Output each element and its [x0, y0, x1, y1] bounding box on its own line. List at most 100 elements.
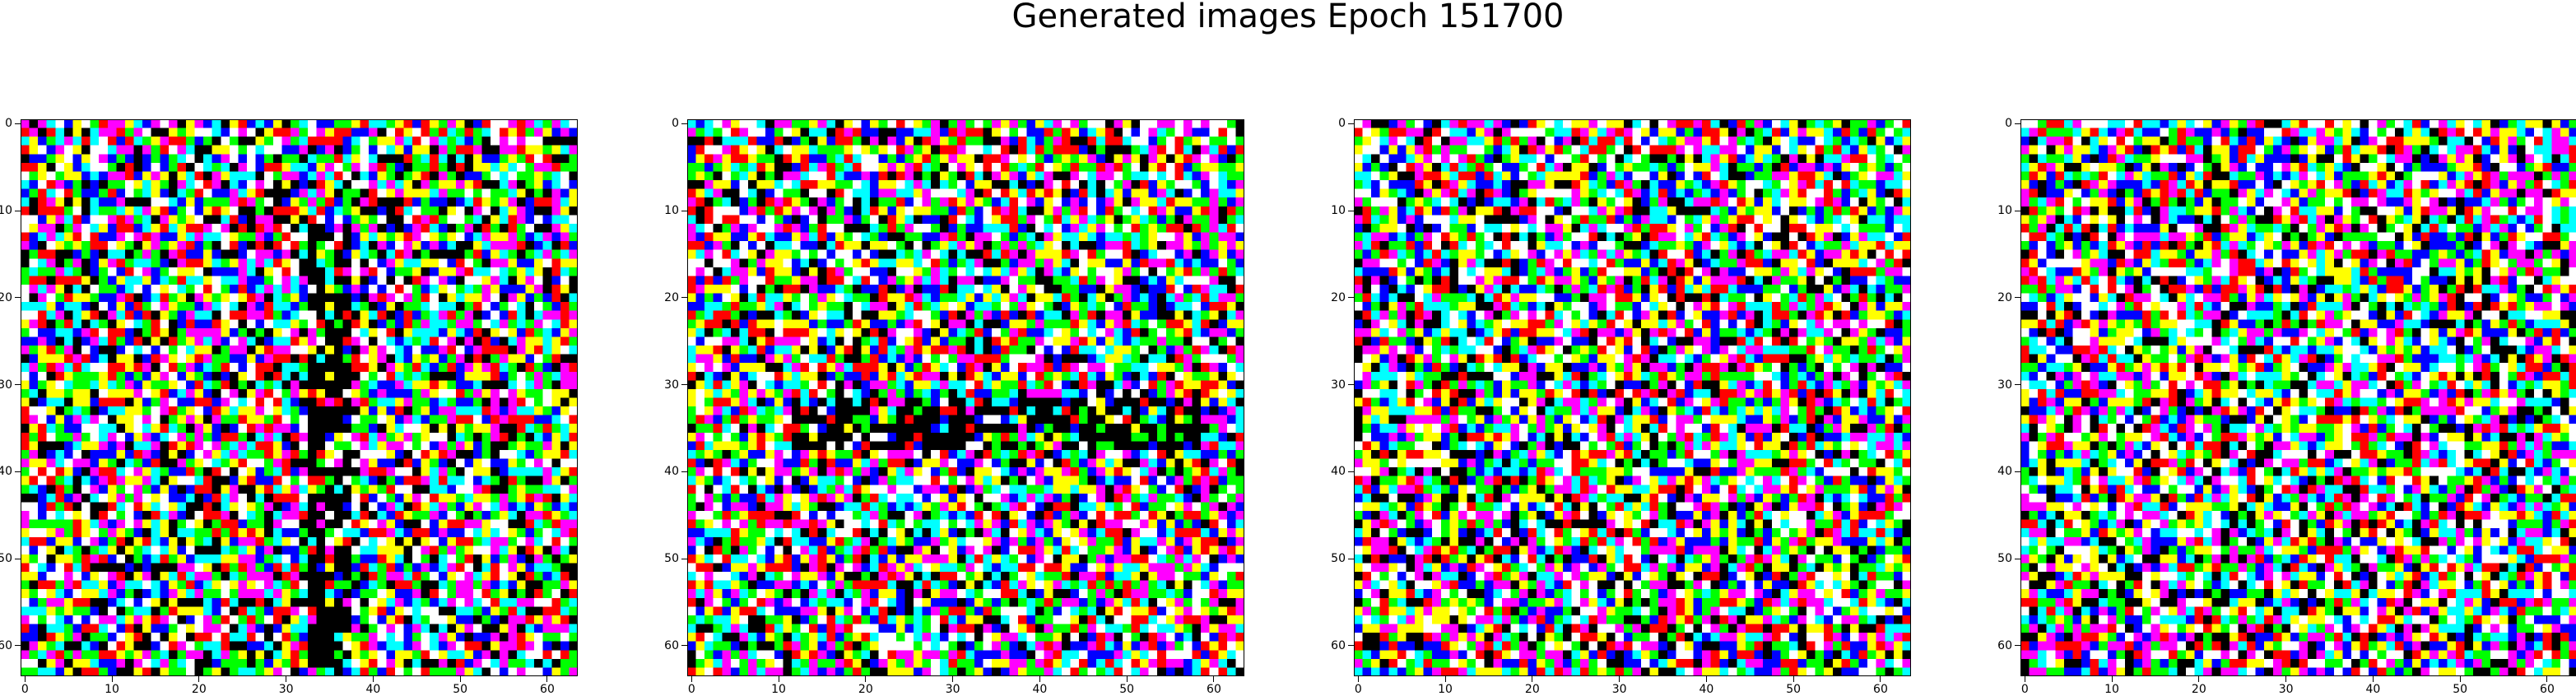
y-tick-mark	[681, 471, 687, 472]
x-tick-mark	[1706, 676, 1707, 682]
y-tick-mark	[1348, 471, 1354, 472]
x-tick-label: 20	[849, 684, 882, 695]
x-tick-mark	[460, 676, 461, 682]
x-tick-label: 50	[444, 684, 477, 695]
y-tick-mark	[1348, 123, 1354, 124]
x-tick-mark	[952, 676, 953, 682]
y-tick-label: 50	[1988, 553, 2012, 564]
y-tick-mark	[1348, 384, 1354, 385]
x-tick-label: 10	[95, 684, 128, 695]
x-tick-label: 0	[675, 684, 708, 695]
x-tick-mark	[373, 676, 374, 682]
x-tick-mark	[2373, 676, 2374, 682]
x-tick-label: 40	[1690, 684, 1723, 695]
x-tick-label: 10	[1429, 684, 1462, 695]
x-tick-label: 50	[2443, 684, 2476, 695]
y-tick-label: 50	[1321, 553, 1346, 564]
y-tick-label: 20	[654, 292, 679, 304]
x-tick-label: 60	[531, 684, 564, 695]
y-tick-label: 60	[654, 640, 679, 652]
axes-frame	[21, 119, 578, 676]
y-tick-label: 50	[0, 553, 12, 564]
y-tick-label: 0	[0, 118, 12, 129]
x-tick-mark	[1213, 676, 1214, 682]
y-tick-label: 10	[654, 205, 679, 216]
y-tick-label: 40	[1321, 466, 1346, 477]
x-tick-mark	[2460, 676, 2461, 682]
y-tick-label: 20	[1321, 292, 1346, 304]
y-tick-mark	[1348, 297, 1354, 298]
y-tick-mark	[2015, 471, 2020, 472]
x-tick-mark	[691, 676, 692, 682]
y-tick-label: 10	[1321, 205, 1346, 216]
x-tick-label: 20	[1516, 684, 1549, 695]
x-tick-mark	[25, 676, 26, 682]
figure-title: Generated images Epoch 151700	[0, 0, 2576, 36]
y-tick-mark	[15, 471, 21, 472]
x-tick-mark	[1880, 676, 1881, 682]
image-panel-3: 0 10 20 30 40 50 60 0 10 20 30 40 50 60	[1354, 119, 1911, 676]
y-tick-mark	[2015, 297, 2020, 298]
y-tick-label: 30	[1321, 379, 1346, 391]
image-panel-4: 0 10 20 30 40 50 60 0 10 20 30 40 50 60	[2020, 119, 2576, 676]
x-tick-label: 10	[762, 684, 795, 695]
y-tick-mark	[2015, 645, 2020, 646]
x-tick-label: 30	[270, 684, 303, 695]
y-tick-label: 60	[0, 640, 12, 652]
y-tick-label: 20	[0, 292, 12, 304]
image-panel-1: 0 10 20 30 40 50 60 0 10 20 30 40 50 60	[21, 119, 578, 676]
y-tick-mark	[681, 123, 687, 124]
x-tick-label: 10	[2095, 684, 2128, 695]
axes-frame	[1354, 119, 1911, 676]
x-tick-mark	[1127, 676, 1128, 682]
y-tick-label: 10	[0, 205, 12, 216]
x-tick-label: 60	[1197, 684, 1230, 695]
x-tick-mark	[198, 676, 199, 682]
y-tick-mark	[681, 645, 687, 646]
y-tick-label: 40	[654, 466, 679, 477]
y-tick-mark	[681, 384, 687, 385]
x-tick-label: 40	[2356, 684, 2389, 695]
y-tick-mark	[2015, 123, 2020, 124]
y-tick-mark	[15, 645, 21, 646]
y-tick-label: 50	[654, 553, 679, 564]
x-tick-label: 60	[1864, 684, 1897, 695]
y-tick-label: 30	[654, 379, 679, 391]
y-tick-label: 30	[1988, 379, 2012, 391]
x-tick-mark	[2112, 676, 2113, 682]
x-tick-label: 0	[1341, 684, 1374, 695]
x-tick-mark	[1793, 676, 1794, 682]
x-tick-mark	[2546, 676, 2547, 682]
y-tick-label: 40	[0, 466, 12, 477]
x-tick-mark	[546, 676, 547, 682]
y-tick-label: 0	[1321, 118, 1346, 129]
axes-frame	[687, 119, 1244, 676]
x-tick-label: 50	[1777, 684, 1810, 695]
y-tick-label: 30	[0, 379, 12, 391]
x-tick-label: 30	[2270, 684, 2303, 695]
x-tick-mark	[2198, 676, 2199, 682]
x-tick-mark	[865, 676, 866, 682]
x-tick-mark	[1619, 676, 1620, 682]
x-tick-label: 30	[1603, 684, 1636, 695]
x-tick-label: 0	[8, 684, 41, 695]
y-tick-mark	[15, 384, 21, 385]
x-tick-label: 40	[1023, 684, 1056, 695]
y-tick-label: 0	[1988, 118, 2012, 129]
x-tick-mark	[1039, 676, 1040, 682]
y-tick-mark	[2015, 384, 2020, 385]
x-tick-label: 20	[2183, 684, 2216, 695]
x-tick-label: 50	[1110, 684, 1143, 695]
x-tick-label: 20	[183, 684, 216, 695]
y-tick-label: 10	[1988, 205, 2012, 216]
image-panel-2: 0 10 20 30 40 50 60 0 10 20 30 40 50 60	[687, 119, 1244, 676]
y-tick-mark	[15, 297, 21, 298]
x-tick-label: 40	[356, 684, 389, 695]
x-tick-label: 30	[937, 684, 969, 695]
y-tick-label: 20	[1988, 292, 2012, 304]
y-tick-mark	[1348, 645, 1354, 646]
x-tick-mark	[1358, 676, 1359, 682]
x-tick-mark	[112, 676, 113, 682]
y-tick-mark	[681, 297, 687, 298]
x-tick-mark	[2285, 676, 2286, 682]
